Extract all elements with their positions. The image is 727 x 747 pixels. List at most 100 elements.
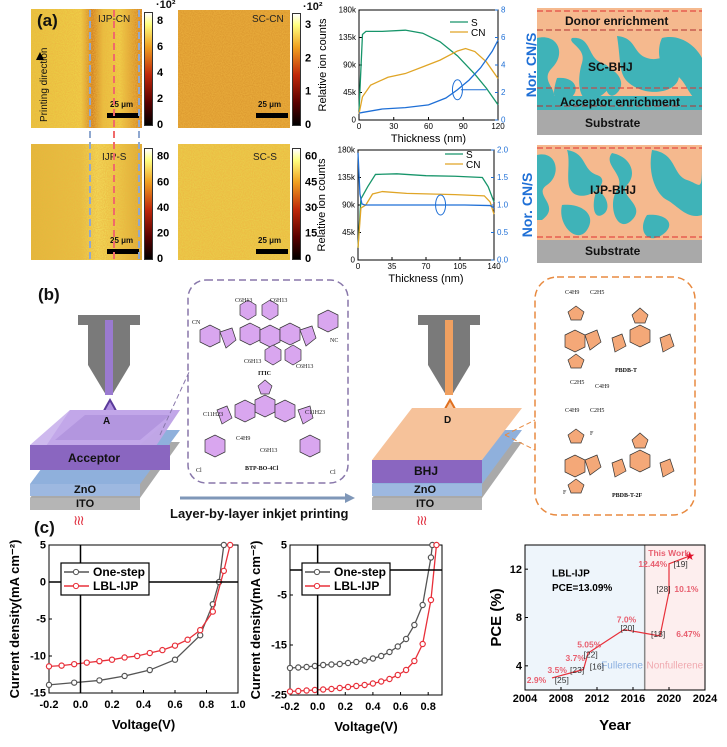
point-value-label: 12.44%	[638, 559, 667, 569]
data-point	[96, 657, 103, 665]
y2-tick-label: 1.5	[497, 173, 509, 182]
x-axis-label: Thickness (nm)	[391, 133, 466, 145]
point-value-label: 6.47%	[676, 629, 701, 639]
data-point	[295, 664, 302, 671]
colorbar-tick-label: 40	[157, 202, 169, 214]
heat-icon: ≀≀≀	[416, 512, 428, 528]
data-point	[295, 687, 302, 695]
colorbar-tick-label: 6	[157, 41, 163, 53]
legend-label: One-step	[93, 565, 145, 579]
y-axis-label: PCE (%)	[488, 588, 505, 646]
point-value-label: 3.7%	[566, 653, 586, 663]
data-point	[394, 671, 401, 679]
substituent-label: Cl	[330, 470, 336, 476]
data-point	[184, 636, 191, 643]
colorbar-tick-label: 60	[157, 176, 169, 188]
series-line-series2	[358, 39, 499, 114]
colorbar-tick-label: 0	[157, 253, 163, 265]
substituent-label: Cl	[196, 468, 202, 474]
point-ref-label: [25]	[555, 675, 569, 685]
series-line-s	[358, 29, 499, 111]
layer-label: ITO	[76, 498, 95, 510]
y-axis-label: Current density(mA cm⁻²)	[248, 541, 263, 700]
x-tick-label: 0	[356, 262, 361, 271]
legend-label: LBL-IJP	[334, 579, 379, 593]
point-ref-label: [28]	[656, 584, 670, 594]
tof-sims-chart-ijp: 0 35 70 105 140 0 45k 90k 135k 180k 0.0 0.5 1.0 1.5 2.…	[316, 146, 535, 285]
substituent-label: CN	[192, 320, 201, 326]
x-tick-label: -0.2	[40, 699, 59, 711]
x-tick-label: 105	[453, 262, 467, 271]
data-point	[361, 681, 368, 689]
colorbar-tick-label: 8	[157, 15, 163, 27]
x-tick-label: 0.0	[73, 699, 88, 711]
legend-label: LBL-IJP	[93, 579, 138, 593]
substrate-label: Substrate	[585, 116, 641, 130]
data-point	[319, 686, 327, 693]
substituent-label: C2H5	[590, 408, 605, 414]
point-value-label: 5.05%	[577, 640, 602, 650]
x-tick-label: -0.2	[281, 701, 300, 713]
molecule-name: BTP-BO-4Cl	[245, 466, 279, 472]
data-point	[108, 656, 116, 663]
x-tick-label: 0.6	[167, 699, 182, 711]
data-point	[402, 635, 410, 643]
data-point	[427, 596, 435, 604]
y-tick-label: 90k	[342, 201, 356, 210]
data-point	[146, 666, 153, 674]
point-ref-label: [19]	[674, 559, 688, 569]
series-line-one-step	[48, 544, 225, 686]
legend-box	[60, 562, 150, 596]
legend-marker	[72, 568, 80, 576]
substituent-label: C6H13	[244, 359, 262, 365]
data-point	[70, 660, 78, 668]
layer-label: Acceptor	[68, 451, 121, 465]
y-tick-label: 180k	[338, 146, 356, 155]
panel-label-c: (c)	[34, 518, 55, 537]
molecule-name: PBDB-T-2F	[612, 493, 643, 499]
series-line-series2	[357, 152, 495, 209]
data-point	[402, 666, 410, 674]
y-tick-label: 135k	[338, 173, 356, 182]
heatmap-sc-cn	[178, 10, 290, 128]
y-tick-label: 180k	[339, 6, 357, 15]
y2-tick-label: 8	[501, 6, 506, 15]
droplet-label: D	[444, 415, 452, 426]
data-point	[303, 687, 310, 694]
data-point	[171, 642, 179, 649]
colorbar	[292, 13, 301, 126]
y-tick-label: 135k	[339, 33, 357, 42]
data-point	[311, 686, 319, 694]
data-point	[311, 662, 319, 670]
data-point	[328, 685, 335, 693]
y-tick-label: -10	[30, 651, 46, 663]
arrow-up-icon	[36, 52, 44, 60]
panel-label-a: (a)	[37, 11, 58, 30]
data-point	[209, 608, 216, 615]
colorbar-tick-label: 2	[157, 93, 163, 105]
x-tick-label: 90	[459, 122, 468, 131]
x-tick-label: 0.8	[421, 701, 436, 713]
x-tick-label: 0.6	[393, 701, 408, 713]
colorbar-exponent: ·10²	[156, 0, 176, 11]
substituent-label: F	[563, 490, 567, 496]
star-icon: ★	[684, 549, 695, 563]
droplet-label: A	[103, 416, 111, 427]
data-point	[196, 626, 204, 634]
x-tick-label: 30	[389, 122, 398, 131]
x-tick-label: 140	[487, 262, 501, 271]
scale-bar	[256, 113, 288, 118]
legend-label: S	[471, 18, 478, 29]
point-ref-label: [22]	[584, 649, 598, 659]
y-tick-label: -15	[30, 688, 46, 700]
legend-marker	[72, 582, 80, 590]
point-value-label: 7.0%	[617, 614, 637, 624]
y-tick-label: -5	[36, 614, 46, 626]
colorbar-tick-label: 0	[157, 119, 163, 131]
data-point	[386, 648, 393, 656]
y-tick-label: 5	[40, 540, 46, 552]
data-point	[369, 655, 377, 662]
legend-box	[301, 562, 391, 596]
